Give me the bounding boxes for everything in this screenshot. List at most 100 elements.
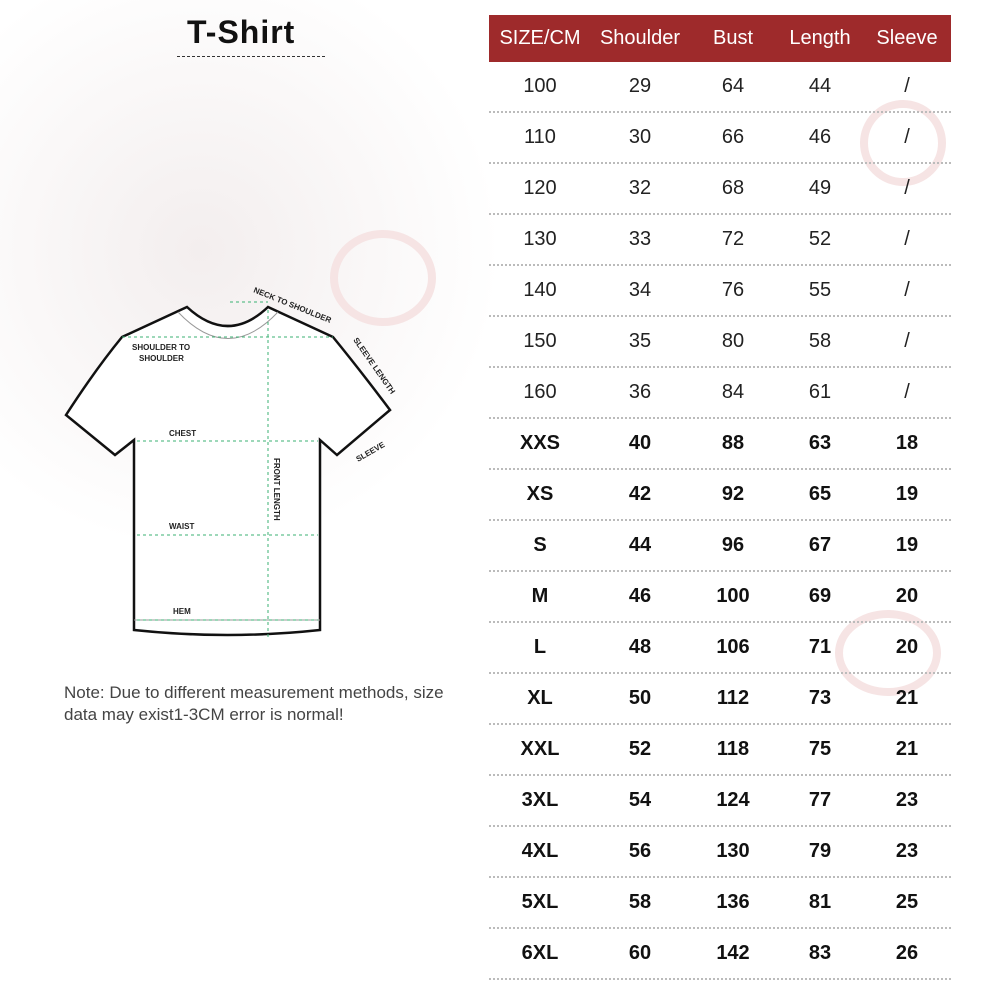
cell-shoulder: 58 bbox=[628, 891, 652, 913]
cell-bust: 118 bbox=[716, 738, 750, 760]
table-row: 6XL 60 142 83 26 bbox=[489, 929, 951, 980]
cell-bust: 92 bbox=[721, 483, 745, 505]
cell-size: 160 bbox=[523, 381, 557, 403]
page-title: T-Shirt bbox=[187, 14, 296, 50]
cell-sleeve: 20 bbox=[895, 636, 919, 658]
cell-shoulder: 42 bbox=[628, 483, 652, 505]
table-row: XXS 40 88 63 18 bbox=[489, 419, 951, 470]
cell-length: 81 bbox=[808, 891, 832, 913]
cell-size: 5XL bbox=[521, 891, 559, 913]
cell-bust: 64 bbox=[721, 75, 745, 97]
label-sleeve: SLEEVE bbox=[355, 440, 387, 464]
cell-length: 77 bbox=[808, 789, 832, 811]
label-shoulder-to-shoulder-2: SHOULDER bbox=[139, 354, 184, 363]
cell-size: 6XL bbox=[521, 942, 559, 964]
cell-length: 83 bbox=[808, 942, 832, 964]
cell-size: L bbox=[533, 636, 547, 658]
cell-shoulder: 34 bbox=[628, 279, 652, 301]
cell-length: 69 bbox=[808, 585, 832, 607]
cell-sleeve: 23 bbox=[895, 840, 919, 862]
cell-sleeve: 19 bbox=[895, 483, 919, 505]
table-header: SIZE/CM Shoulder Bust Length Sleeve bbox=[489, 15, 951, 62]
cell-length: 44 bbox=[808, 75, 832, 97]
cell-length: 61 bbox=[808, 381, 832, 403]
cell-shoulder: 46 bbox=[628, 585, 652, 607]
cell-length: 46 bbox=[808, 126, 832, 148]
cell-length: 79 bbox=[808, 840, 832, 862]
cell-size: XL bbox=[527, 687, 553, 709]
cell-sleeve: 25 bbox=[895, 891, 919, 913]
table-row: 3XL 54 124 77 23 bbox=[489, 776, 951, 827]
cell-sleeve: 26 bbox=[895, 942, 919, 964]
table-row: 110 30 66 46 / bbox=[489, 113, 951, 164]
decor-circle bbox=[330, 230, 436, 326]
table-row: L 48 106 71 20 bbox=[489, 623, 951, 674]
cell-size: 100 bbox=[523, 75, 557, 97]
cell-bust: 106 bbox=[716, 636, 750, 658]
cell-length: 49 bbox=[808, 177, 832, 199]
cell-size: 130 bbox=[523, 228, 557, 250]
tshirt-diagram: NECK TO SHOULDER SHOULDER TO SHOULDER SL… bbox=[64, 286, 397, 638]
title-underline bbox=[177, 56, 325, 57]
cell-bust: 100 bbox=[716, 585, 750, 607]
cell-shoulder: 44 bbox=[628, 534, 652, 556]
cell-shoulder: 35 bbox=[628, 330, 652, 352]
cell-shoulder: 29 bbox=[628, 75, 652, 97]
cell-sleeve: / bbox=[904, 228, 910, 250]
cell-sleeve: / bbox=[904, 177, 910, 199]
cell-size: 3XL bbox=[521, 789, 559, 811]
decor-circle bbox=[860, 100, 946, 186]
cell-shoulder: 50 bbox=[628, 687, 652, 709]
cell-size: XS bbox=[526, 483, 554, 505]
cell-length: 65 bbox=[808, 483, 832, 505]
label-waist: WAIST bbox=[169, 522, 194, 531]
cell-shoulder: 56 bbox=[628, 840, 652, 862]
cell-bust: 88 bbox=[721, 432, 745, 454]
cell-size: 150 bbox=[523, 330, 557, 352]
cell-size: M bbox=[531, 585, 549, 607]
cell-shoulder: 36 bbox=[628, 381, 652, 403]
col-header-length: Length bbox=[789, 27, 851, 49]
label-shoulder-to-shoulder: SHOULDER TO bbox=[132, 343, 190, 352]
cell-sleeve: 18 bbox=[895, 432, 919, 454]
col-header-bust: Bust bbox=[712, 27, 754, 49]
cell-sleeve: 19 bbox=[895, 534, 919, 556]
cell-length: 52 bbox=[808, 228, 832, 250]
table-row: 130 33 72 52 / bbox=[489, 215, 951, 266]
cell-bust: 84 bbox=[721, 381, 745, 403]
cell-length: 71 bbox=[808, 636, 832, 658]
table-row: 4XL 56 130 79 23 bbox=[489, 827, 951, 878]
cell-bust: 66 bbox=[721, 126, 745, 148]
cell-bust: 76 bbox=[721, 279, 745, 301]
table-row: 100 29 64 44 / bbox=[489, 62, 951, 113]
table-row: 150 35 80 58 / bbox=[489, 317, 951, 368]
cell-sleeve: 21 bbox=[895, 738, 919, 760]
table-row: 160 36 84 61 / bbox=[489, 368, 951, 419]
cell-sleeve: / bbox=[904, 75, 910, 97]
table-row: XXL 52 118 75 21 bbox=[489, 725, 951, 776]
cell-shoulder: 33 bbox=[628, 228, 652, 250]
cell-shoulder: 54 bbox=[628, 789, 652, 811]
cell-bust: 136 bbox=[716, 891, 750, 913]
cell-sleeve: 23 bbox=[895, 789, 919, 811]
cell-bust: 142 bbox=[716, 942, 750, 964]
cell-bust: 96 bbox=[721, 534, 745, 556]
cell-size: 4XL bbox=[521, 840, 559, 862]
cell-sleeve: / bbox=[904, 381, 910, 403]
cell-sleeve: / bbox=[904, 126, 910, 148]
cell-bust: 112 bbox=[716, 687, 750, 709]
cell-sleeve: / bbox=[904, 330, 910, 352]
tshirt-outline bbox=[64, 305, 392, 637]
cell-size: S bbox=[533, 534, 547, 556]
col-header-size: SIZE/CM bbox=[499, 27, 581, 49]
col-header-shoulder: Shoulder bbox=[599, 27, 681, 49]
cell-sleeve: 20 bbox=[895, 585, 919, 607]
cell-size: 120 bbox=[523, 177, 557, 199]
col-header-sleeve: Sleeve bbox=[876, 27, 938, 49]
label-chest: CHEST bbox=[169, 429, 196, 438]
cell-sleeve: 21 bbox=[895, 687, 919, 709]
size-table: SIZE/CM Shoulder Bust Length Sleeve 100 2… bbox=[489, 15, 951, 980]
measurement-note: Note: Due to different measurement metho… bbox=[64, 683, 444, 724]
cell-shoulder: 48 bbox=[628, 636, 652, 658]
decor-circle bbox=[835, 610, 941, 696]
